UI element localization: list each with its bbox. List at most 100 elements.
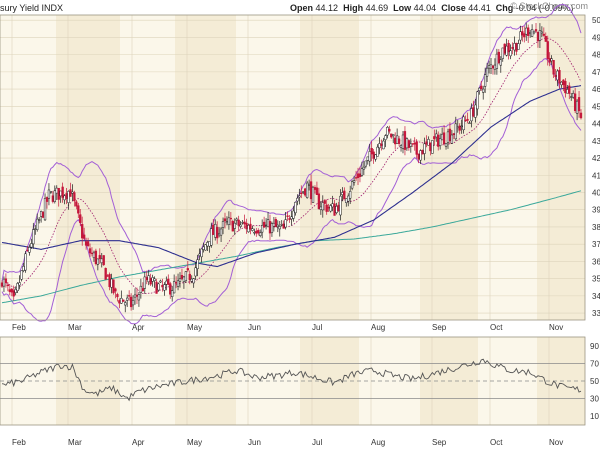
candle-body xyxy=(192,278,195,284)
candle-body xyxy=(147,275,150,283)
candle-body xyxy=(151,277,154,282)
candle-body xyxy=(174,282,178,284)
candle-body xyxy=(566,89,569,94)
candle-body xyxy=(186,268,189,271)
candle-body xyxy=(245,222,248,230)
candle-body xyxy=(219,228,223,236)
candle-body xyxy=(458,125,461,131)
candle-body xyxy=(270,223,274,233)
candle-body xyxy=(264,224,268,227)
candle-body xyxy=(392,134,395,137)
candle-body xyxy=(145,277,148,281)
candle-body xyxy=(235,218,238,221)
candle-body xyxy=(415,141,418,155)
candle-body xyxy=(485,67,489,77)
candle-body xyxy=(515,42,518,52)
candle-body xyxy=(497,51,500,64)
candle-body xyxy=(200,248,203,258)
chg-label: Chg xyxy=(495,3,514,13)
candle-body xyxy=(440,133,444,141)
price-y-tick-label: 50 xyxy=(592,16,600,25)
candle-body xyxy=(61,186,64,198)
candle-body xyxy=(108,274,111,287)
candle-body xyxy=(305,182,309,198)
candle-body xyxy=(182,276,186,282)
candle-body xyxy=(577,97,581,112)
candle-body xyxy=(478,87,481,92)
candle-body xyxy=(104,267,107,280)
candle-body xyxy=(12,290,15,297)
candle-body xyxy=(53,190,56,202)
open-value: 44.12 xyxy=(315,3,339,13)
candlestick-series xyxy=(0,22,583,313)
candle-body xyxy=(180,275,184,279)
candle-body xyxy=(45,197,49,202)
price-month-label: Jun xyxy=(248,323,261,332)
candle-body xyxy=(509,50,512,57)
price-y-tick-label: 47 xyxy=(592,68,600,77)
candle-body xyxy=(212,224,215,235)
candle-body xyxy=(198,253,201,256)
price-month-band xyxy=(236,15,300,320)
price-month-label: Nov xyxy=(549,323,563,332)
candle-body xyxy=(403,131,407,150)
candle-body xyxy=(575,100,579,114)
rsi-month-label: Oct xyxy=(490,438,503,447)
candle-body xyxy=(395,135,399,144)
candle-body xyxy=(133,294,137,298)
candle-body xyxy=(321,202,324,211)
candle-body xyxy=(214,224,217,238)
candle-body xyxy=(100,258,103,264)
rsi-month-label: Sep xyxy=(432,438,447,447)
candle-body xyxy=(30,243,33,248)
rsi-month-label: Nov xyxy=(549,438,563,447)
candle-body xyxy=(106,275,109,277)
candle-body xyxy=(229,217,233,220)
candle-body xyxy=(124,302,127,306)
candle-body xyxy=(394,137,397,145)
candle-body xyxy=(4,278,8,283)
candle-body xyxy=(421,150,424,155)
candle-body xyxy=(388,128,391,132)
candle-body xyxy=(423,143,426,154)
candle-body xyxy=(282,223,285,229)
candle-body xyxy=(225,221,229,224)
candle-body xyxy=(528,32,532,34)
candle-body xyxy=(259,232,262,236)
candle-body xyxy=(300,192,303,195)
candle-body xyxy=(564,81,567,94)
candle-body xyxy=(79,214,82,223)
candle-body xyxy=(163,284,166,291)
chg-value: -0.04 (-0.09%) xyxy=(515,3,574,13)
candle-body xyxy=(503,43,506,54)
price-month-band xyxy=(0,15,56,320)
candle-body xyxy=(90,252,94,255)
candle-body xyxy=(546,41,549,60)
rsi-line xyxy=(1,358,582,402)
candle-body xyxy=(92,252,96,258)
candle-body xyxy=(476,91,479,110)
candle-body xyxy=(491,65,495,69)
candle-body xyxy=(118,300,121,304)
candle-body xyxy=(431,140,434,154)
candle-body xyxy=(523,33,526,38)
candle-body xyxy=(298,195,301,198)
candle-body xyxy=(176,280,180,287)
candle-body xyxy=(347,195,350,202)
candle-body xyxy=(335,206,338,213)
candle-body xyxy=(98,255,101,259)
price-y-tick-label: 48 xyxy=(592,51,600,60)
candle-body xyxy=(407,140,411,148)
open-label: Open xyxy=(290,3,314,13)
candle-body xyxy=(32,229,35,245)
candle-body xyxy=(94,250,98,264)
candle-body xyxy=(474,104,477,118)
candle-body xyxy=(495,53,499,69)
candle-body xyxy=(135,294,139,297)
candle-body xyxy=(77,205,80,214)
candle-body xyxy=(131,300,135,306)
candle-body xyxy=(261,225,264,233)
candle-body xyxy=(329,205,332,212)
candle-body xyxy=(464,119,467,122)
candle-body xyxy=(507,42,510,53)
